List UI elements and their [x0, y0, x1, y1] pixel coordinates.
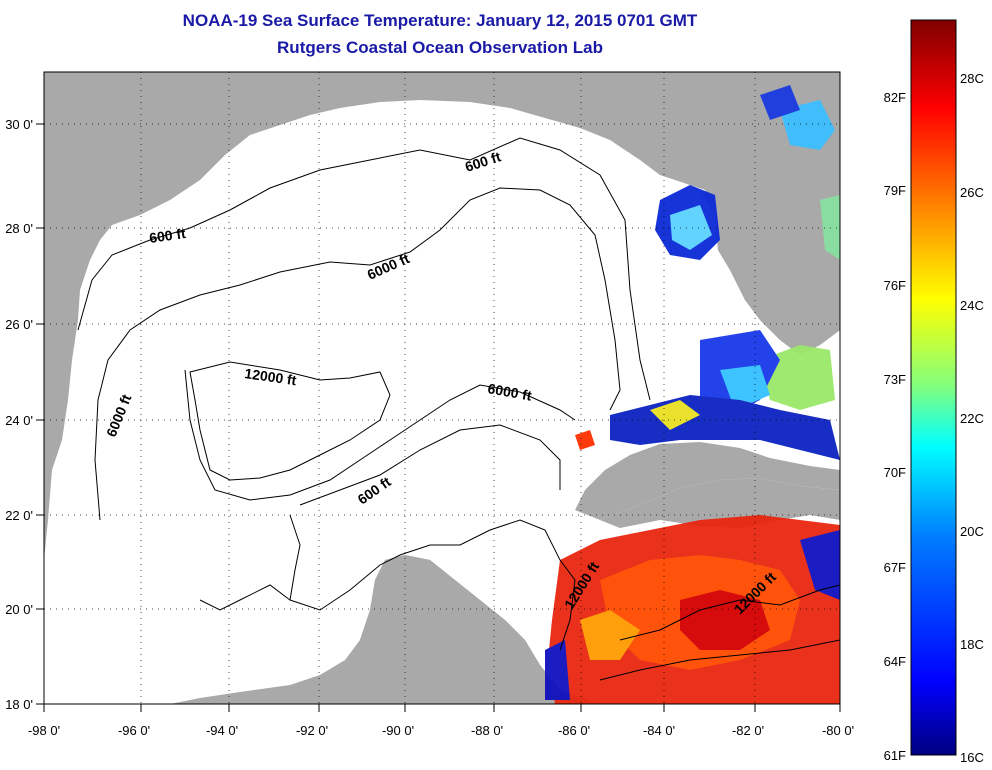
lat-label: 18 0': [5, 697, 33, 712]
contour-label-600ft-west: 600 ft: [148, 225, 187, 246]
map-title: NOAA-19 Sea Surface Temperature: January…: [182, 11, 698, 30]
lat-label: 22 0': [5, 508, 33, 523]
yucatan-land: [360, 555, 600, 704]
lat-lon-grid: [44, 72, 840, 704]
colorbar-f-label: 73F: [884, 372, 906, 387]
lat-label: 28 0': [5, 221, 33, 236]
contour-label-6000ft-east: 6000 ft: [486, 380, 533, 404]
bathymetry-contours: [77, 137, 840, 681]
colorbar-f-label: 76F: [884, 278, 906, 293]
colorbar-c-label: 26C: [960, 185, 984, 200]
colorbar-f-label: 61F: [884, 748, 906, 763]
lon-label: -84 0': [643, 723, 675, 738]
colorbar-f-label: 82F: [884, 90, 906, 105]
lat-label: 30 0': [5, 117, 33, 132]
lon-label: -88 0': [471, 723, 503, 738]
lon-label: -98 0': [28, 723, 60, 738]
lon-label: -96 0': [118, 723, 150, 738]
lon-label: -94 0': [206, 723, 238, 738]
cuba-land: [600, 478, 840, 528]
lat-label: 24 0': [5, 413, 33, 428]
lon-label: -80 0': [822, 723, 854, 738]
lon-label: -90 0': [382, 723, 414, 738]
colorbar-c-label: 28C: [960, 71, 984, 86]
colorbar-f-label: 64F: [884, 654, 906, 669]
colorbar-c-label: 20C: [960, 524, 984, 539]
colorbar-f-label: 67F: [884, 560, 906, 575]
sst-data-overlay: [545, 85, 840, 704]
colorbar-f-label: 79F: [884, 183, 906, 198]
colorbar: [910, 19, 957, 756]
colorbar-c-label: 24C: [960, 298, 984, 313]
lon-label: -86 0': [558, 723, 590, 738]
lon-label: -92 0': [296, 723, 328, 738]
contour-label-12000ft-center: 12000 ft: [244, 365, 298, 388]
colorbar-c-label: 22C: [960, 411, 984, 426]
colorbar-c-label: 18C: [960, 637, 984, 652]
colorbar-c-label: 16C: [960, 750, 984, 765]
colorbar-f-label: 70F: [884, 465, 906, 480]
lat-label: 20 0': [5, 602, 33, 617]
lon-label: -82 0': [732, 723, 764, 738]
lat-label: 26 0': [5, 317, 33, 332]
axis-ticks: [36, 123, 841, 712]
plot-frame: [43, 71, 841, 705]
map-subtitle: Rutgers Coastal Ocean Observation Lab: [277, 38, 603, 57]
